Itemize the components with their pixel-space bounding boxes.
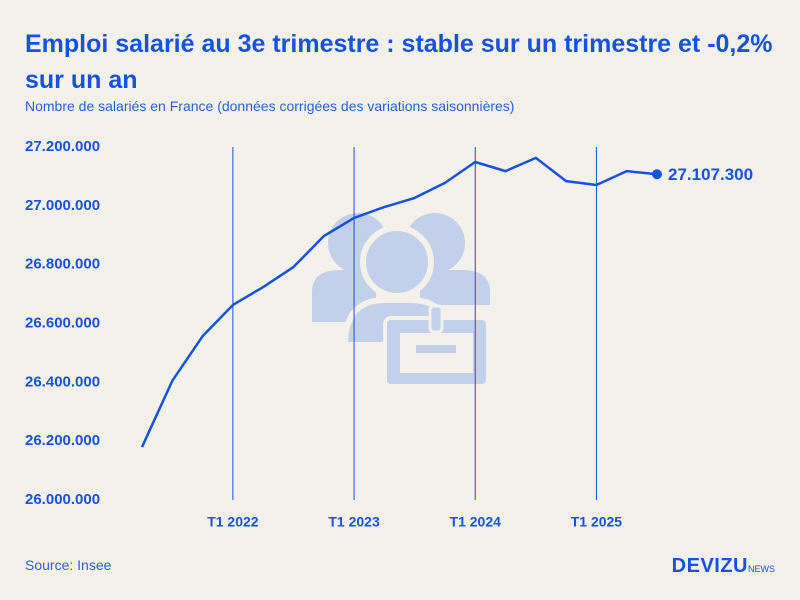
x-tick-label: T1 2024 [450, 514, 502, 530]
y-tick-label: 26.600.000 [25, 314, 100, 331]
x-tick-label: T1 2025 [571, 514, 623, 530]
y-tick-label: 26.800.000 [25, 256, 100, 273]
data-line [140, 156, 658, 448]
y-tick-label: 27.200.000 [25, 138, 100, 155]
brand-suffix: NEWS [748, 564, 775, 574]
y-tick-label: 26.000.000 [25, 491, 100, 508]
brand: DEVIZUNEWS [672, 555, 775, 578]
y-tick-label: 27.000.000 [25, 197, 100, 214]
x-tick-label: T1 2022 [207, 514, 259, 530]
brand-name: DEVIZU [671, 555, 748, 577]
x-tick-label: T1 2023 [328, 514, 380, 530]
data-label: 27.107.300 [668, 165, 753, 184]
data-point [652, 169, 662, 180]
chart-subtitle: Nombre de salariés en France (données co… [25, 98, 515, 114]
watermark-icon [312, 213, 490, 388]
y-tick-label: 26.200.000 [25, 432, 100, 449]
source: Source: Insee [25, 557, 112, 573]
y-tick-label: 26.400.000 [25, 373, 100, 390]
chart-title: Emploi salarié au 3e trimestre : stable … [25, 30, 773, 94]
